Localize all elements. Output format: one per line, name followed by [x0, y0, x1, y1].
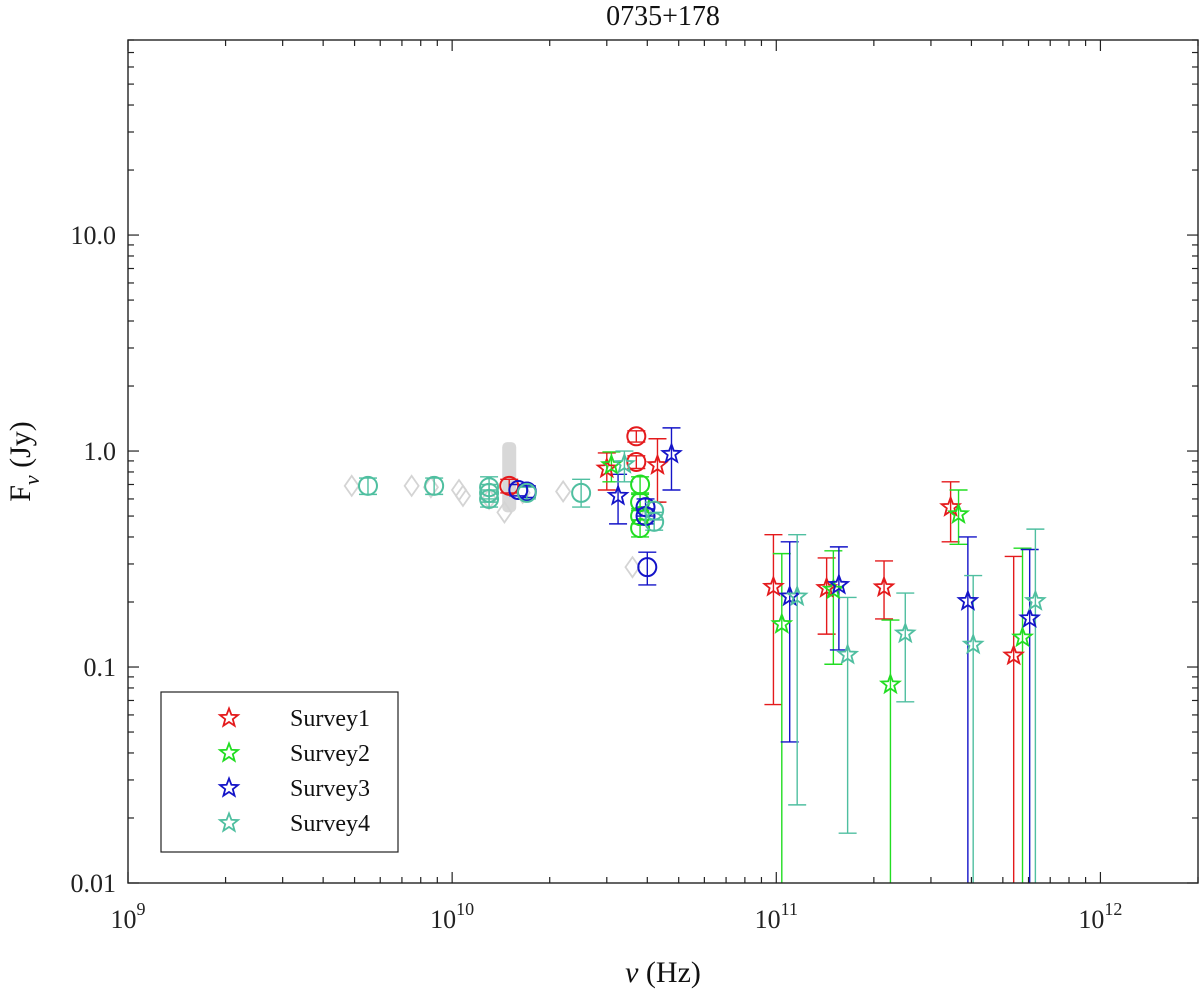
- x-tick-label: 1012: [1078, 899, 1122, 934]
- star-marker-survey2: [770, 612, 794, 634]
- circle-marker-survey1: [626, 426, 647, 447]
- legend-marker-survey3: [217, 775, 241, 798]
- y-tick-label: 1.0: [84, 437, 117, 466]
- x-axis-label: ν (Hz): [625, 956, 701, 989]
- star-marker-survey2: [947, 502, 971, 524]
- circle-marker-survey4: [571, 482, 592, 503]
- archival-diamond-marker: [496, 500, 513, 524]
- circle-marker-survey4: [479, 477, 500, 498]
- error-bar-layer: [358, 427, 1045, 883]
- circle-marker-survey4: [357, 475, 378, 496]
- circle-marker-survey4: [424, 475, 445, 496]
- star-marker-survey3: [1018, 606, 1042, 629]
- star-marker-survey4: [961, 632, 985, 655]
- x-tick-label: 1011: [755, 899, 798, 934]
- legend-label-survey3: Survey3: [290, 776, 370, 802]
- x-tick-label-base: 10: [1078, 905, 1104, 934]
- x-tick-label-exponent: 10: [456, 899, 474, 919]
- star-marker-survey3: [606, 483, 630, 506]
- star-marker-survey3: [660, 441, 683, 464]
- star-marker-survey4: [785, 584, 809, 607]
- legend-marker-survey4: [217, 810, 241, 833]
- star-marker-survey1: [761, 574, 785, 597]
- x-axis-label-unit: (Hz): [638, 956, 700, 989]
- circle-marker-survey4: [479, 488, 500, 509]
- star-marker-survey4: [836, 642, 860, 665]
- circle-marker-survey4: [479, 482, 500, 503]
- star-marker-survey1: [872, 575, 896, 598]
- x-tick-label-exponent: 11: [781, 899, 798, 919]
- archival-diamond-marker: [403, 474, 420, 498]
- star-marker-survey2: [821, 577, 845, 600]
- star-marker-survey2: [878, 672, 902, 695]
- star-marker-survey3: [827, 572, 851, 595]
- star-marker-survey3: [778, 584, 802, 607]
- circle-marker-survey3: [508, 480, 529, 501]
- star-marker-survey4: [893, 621, 917, 644]
- archival-diamond-marker: [454, 484, 472, 508]
- x-tick-label-exponent: 12: [1104, 899, 1122, 919]
- y-axis-label-main: F: [4, 485, 37, 502]
- archival-diamond-marker: [624, 555, 641, 579]
- star-marker-survey4: [1023, 589, 1047, 611]
- legend: Survey1 Survey2 Survey3 Survey4: [160, 691, 399, 853]
- x-tick-label: 1010: [430, 899, 474, 934]
- star-marker-survey2: [1011, 625, 1035, 648]
- y-tick-label: 10.0: [71, 221, 117, 250]
- legend-label-survey4: Survey4: [290, 811, 370, 837]
- star-marker-survey4: [612, 452, 636, 474]
- y-axis-label-unit: (Jy): [4, 421, 37, 475]
- x-tick-label-exponent: 9: [137, 899, 146, 919]
- legend-label-survey1: Survey1: [290, 706, 370, 732]
- circle-marker-survey1: [499, 475, 520, 496]
- archival-diamond-marker: [343, 474, 360, 498]
- circle-marker-survey4: [644, 511, 665, 532]
- marker-layer: [357, 426, 1047, 695]
- circle-marker-survey1: [626, 451, 647, 472]
- star-marker-survey2: [599, 453, 623, 475]
- x-tick-label-base: 10: [430, 905, 456, 934]
- x-axis-label-symbol: ν: [625, 956, 639, 989]
- circle-marker-survey3: [637, 557, 658, 578]
- star-marker-survey1: [645, 453, 669, 475]
- legend-marker-survey2: [217, 740, 241, 763]
- y-tick-label: 0.1: [84, 653, 117, 682]
- star-marker-survey1: [1002, 643, 1026, 666]
- x-tick-label-base: 10: [111, 905, 137, 934]
- y-axis-label-sub: ν: [19, 475, 44, 485]
- y-axis-label: Fν (Jy): [4, 421, 44, 502]
- legend-box: [160, 691, 399, 853]
- legend-label-survey2: Survey2: [290, 741, 370, 767]
- x-tick-label-base: 10: [755, 905, 781, 934]
- x-tick-label: 109: [111, 899, 146, 934]
- archival-diamond-marker: [555, 479, 572, 504]
- circle-marker-survey4: [644, 500, 665, 521]
- y-tick-label: 0.01: [71, 869, 117, 898]
- circle-marker-survey4: [516, 482, 537, 503]
- legend-marker-survey1: [217, 705, 241, 728]
- star-marker-survey3: [956, 589, 980, 611]
- circle-marker-survey3: [635, 497, 656, 518]
- chart-title: 0735+178: [606, 1, 720, 32]
